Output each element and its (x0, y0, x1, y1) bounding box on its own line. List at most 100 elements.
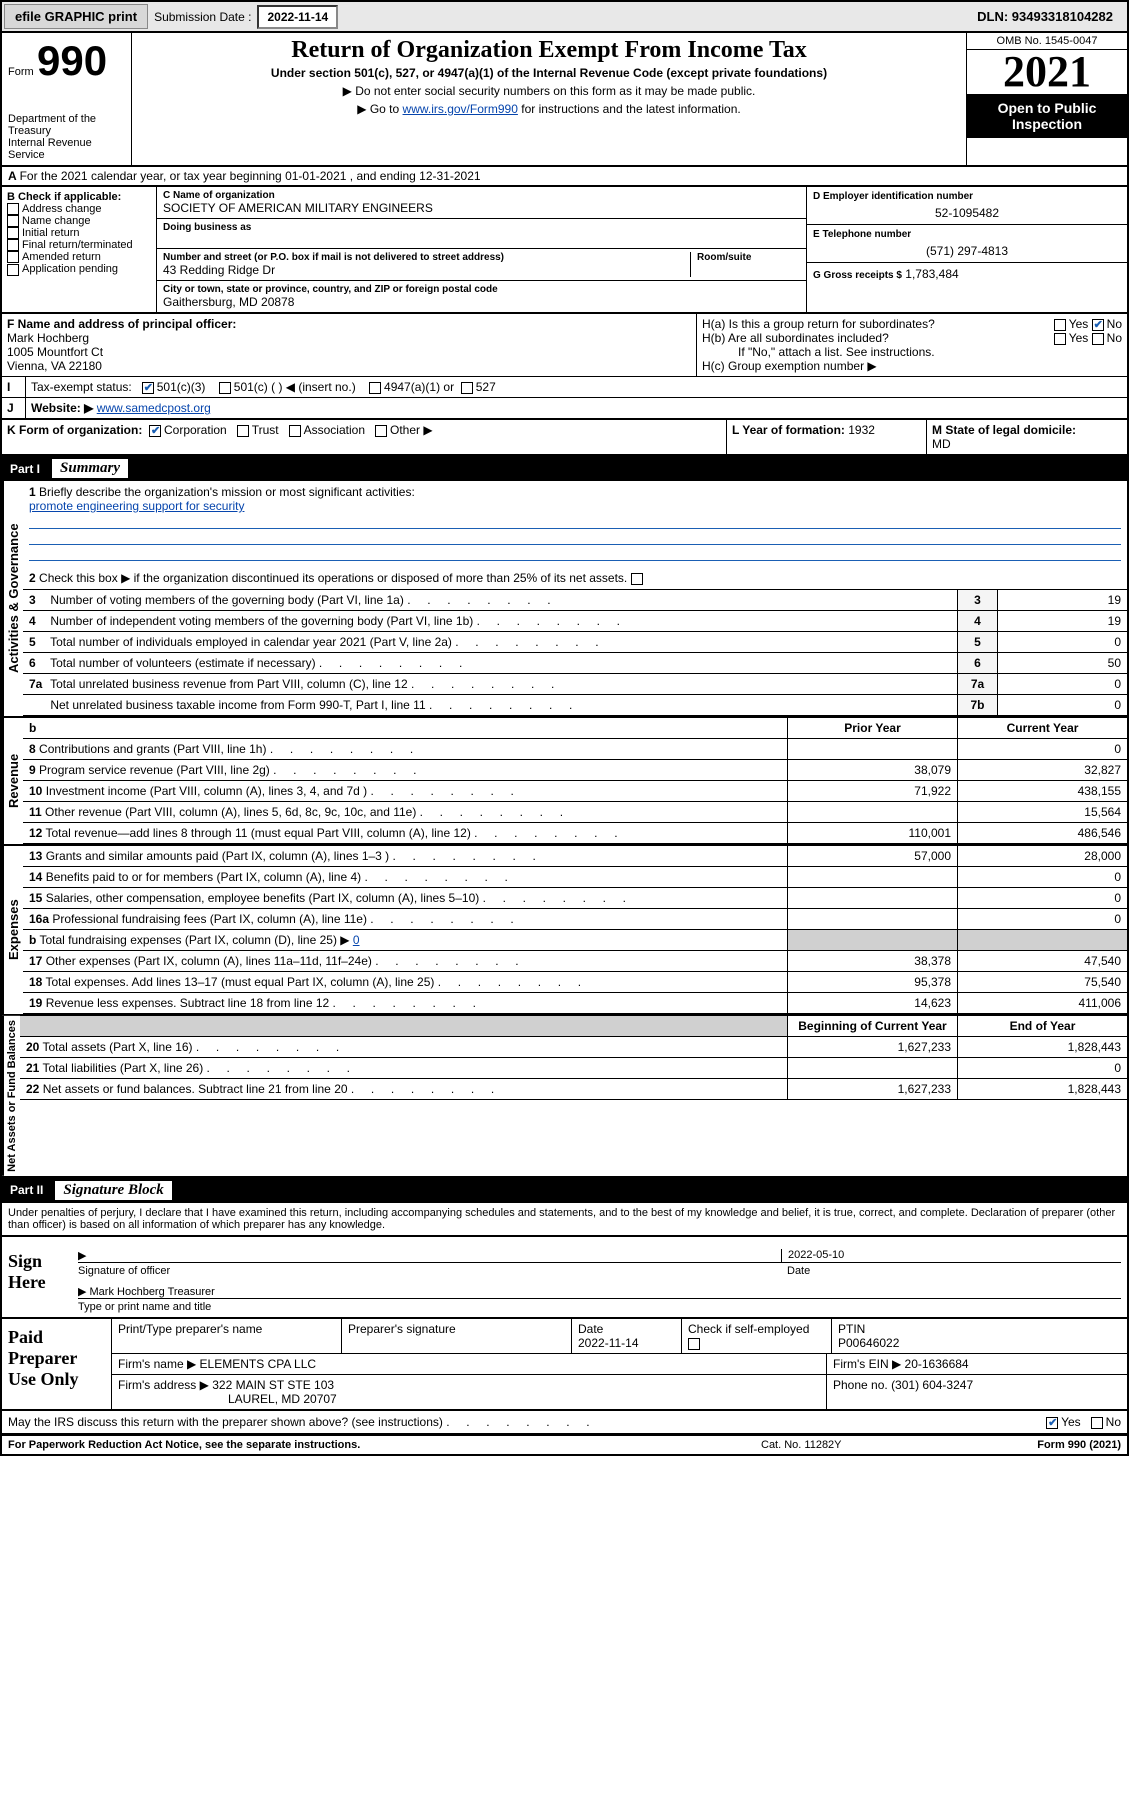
dln-value: DLN: 93493318104282 (977, 9, 1119, 24)
form-document: Form 990 Department of the Treasury Inte… (0, 33, 1129, 1456)
ein-label: D Employer identification number (813, 191, 1121, 202)
lbl-no2: No (1107, 331, 1122, 345)
cb-discuss-no[interactable] (1091, 1417, 1103, 1429)
lbl-app-pending: Application pending (22, 263, 118, 275)
row-j: J Website: ▶ www.samedcpost.org (2, 398, 1127, 420)
cb-discuss-yes[interactable] (1046, 1417, 1058, 1429)
row-16b: b Total fundraising expenses (Part IX, c… (23, 930, 1127, 951)
instructions-link-line: Go to www.irs.gov/Form990 for instructio… (140, 102, 958, 116)
cb-501c3[interactable] (142, 382, 154, 394)
part1-title: Summary (52, 459, 128, 478)
footer-left: For Paperwork Reduction Act Notice, see … (8, 1439, 761, 1451)
cb-trust[interactable] (237, 425, 249, 437)
cb-amended[interactable] (7, 251, 19, 263)
officer-addr1: 1005 Mountfort Ct (7, 345, 103, 359)
cb-discontinued[interactable] (631, 573, 643, 585)
cb-corp[interactable] (149, 425, 161, 437)
prep-check-label: Check if self-employed (688, 1322, 809, 1336)
prep-date-val: 2022-11-14 (578, 1336, 639, 1350)
cb-hb-yes[interactable] (1054, 333, 1066, 345)
website-link[interactable]: www.samedcpost.org (97, 401, 211, 415)
cb-527[interactable] (461, 382, 473, 394)
cb-address-change[interactable] (7, 203, 19, 215)
table-row: 3 Number of voting members of the govern… (23, 590, 1127, 611)
lbl-name-change: Name change (22, 215, 91, 227)
city-label: City or town, state or province, country… (163, 284, 800, 295)
lbl-yes2: Yes (1069, 331, 1089, 345)
mission-text: promote engineering support for security (29, 499, 244, 513)
col-prior-year: Prior Year (787, 718, 957, 738)
rev-col-header: b Prior Year Current Year (23, 718, 1127, 739)
fh-row: F Name and address of principal officer:… (2, 314, 1127, 377)
firm-ein-label: Firm's EIN ▶ (833, 1357, 901, 1371)
cb-hb-no[interactable] (1092, 333, 1104, 345)
box-f-label: F Name and address of principal officer: (7, 317, 236, 331)
form-subtitle: Under section 501(c), 527, or 4947(a)(1)… (140, 66, 958, 80)
website-label: Website: ▶ (31, 401, 93, 415)
box-h: H(a) Is this a group return for subordin… (697, 314, 1127, 376)
cb-4947[interactable] (369, 382, 381, 394)
perjury-statement: Under penalties of perjury, I declare th… (2, 1203, 1127, 1237)
table-row: 10 Investment income (Part VIII, column … (23, 781, 1127, 802)
cb-501c[interactable] (219, 382, 231, 394)
open-to-public: Open to Public Inspection (967, 94, 1127, 138)
cb-ha-yes[interactable] (1054, 319, 1066, 331)
cb-self-employed[interactable] (688, 1338, 700, 1350)
lbl-amended: Amended return (22, 251, 101, 263)
page-footer: For Paperwork Reduction Act Notice, see … (2, 1435, 1127, 1454)
form-number: 990 (37, 37, 107, 84)
officer-name-title: Mark Hochberg Treasurer (90, 1286, 215, 1298)
cb-assoc[interactable] (289, 425, 301, 437)
table-row: 9 Program service revenue (Part VIII, li… (23, 760, 1127, 781)
lbl-yes: Yes (1069, 317, 1089, 331)
h-a-label: H(a) Is this a group return for subordin… (702, 317, 935, 331)
cb-app-pending[interactable] (7, 264, 19, 276)
phone-value: (571) 297-4813 (813, 244, 1121, 258)
tax-year: 2021 (967, 50, 1127, 94)
table-row: 12 Total revenue—add lines 8 through 11 … (23, 823, 1127, 844)
mission-line (29, 531, 1121, 545)
sign-here-label: Sign Here (2, 1237, 72, 1317)
table-row: 22 Net assets or fund balances. Subtract… (20, 1079, 1127, 1100)
prep-sig-hdr: Preparer's signature (342, 1319, 572, 1353)
side-revenue: Revenue (2, 718, 23, 844)
efile-print-button[interactable]: efile GRAPHIC print (4, 4, 148, 29)
form-title: Return of Organization Exempt From Incom… (140, 37, 958, 64)
year-box: OMB No. 1545-0047 2021 Open to Public In… (967, 33, 1127, 165)
form-number-box: Form 990 Department of the Treasury Inte… (2, 33, 132, 165)
shade-16b-1 (787, 930, 957, 950)
lbl-501c3: 501(c)(3) (157, 380, 206, 394)
tax-exempt-label: Tax-exempt status: (31, 380, 132, 394)
lbl-final-return: Final return/terminated (22, 239, 133, 251)
table-row: 16a Professional fundraising fees (Part … (23, 909, 1127, 930)
lbl-address-change: Address change (22, 203, 102, 215)
q2-block: 2 Check this box ▶ if the organization d… (23, 567, 1127, 590)
cb-name-change[interactable] (7, 215, 19, 227)
cb-other[interactable] (375, 425, 387, 437)
street-value: 43 Redding Ridge Dr (163, 263, 690, 277)
room-label: Room/suite (697, 252, 800, 263)
table-row: 5 Total number of individuals employed i… (23, 632, 1127, 653)
j-label: J (2, 398, 26, 418)
officer-addr2: Vienna, VA 22180 (7, 359, 102, 373)
org-name: SOCIETY OF AMERICAN MILITARY ENGINEERS (163, 201, 800, 215)
firm-addr-label: Firm's address ▶ (118, 1378, 209, 1392)
cb-ha-no[interactable] (1092, 319, 1104, 331)
lbl-discuss-yes: Yes (1061, 1415, 1081, 1429)
side-net: Net Assets or Fund Balances (2, 1016, 20, 1176)
col-b: b (29, 721, 36, 735)
cb-final-return[interactable] (7, 239, 19, 251)
instructions-link[interactable]: www.irs.gov/Form990 (403, 102, 518, 116)
firm-name-label: Firm's name ▶ (118, 1357, 196, 1371)
firm-name-val: ELEMENTS CPA LLC (200, 1357, 316, 1371)
table-row: 7a Total unrelated business revenue from… (23, 674, 1127, 695)
gross-value: 1,783,484 (905, 267, 958, 281)
ein-value: 52-1095482 (813, 206, 1121, 220)
goto-pre: Go to (370, 102, 403, 116)
discuss-row: May the IRS discuss this return with the… (2, 1411, 1127, 1435)
n-16b: b (29, 933, 36, 947)
cb-initial-return[interactable] (7, 227, 19, 239)
v-16b: 0 (353, 933, 360, 947)
col-end-year: End of Year (957, 1016, 1127, 1036)
irs-label: Internal Revenue Service (8, 137, 125, 161)
